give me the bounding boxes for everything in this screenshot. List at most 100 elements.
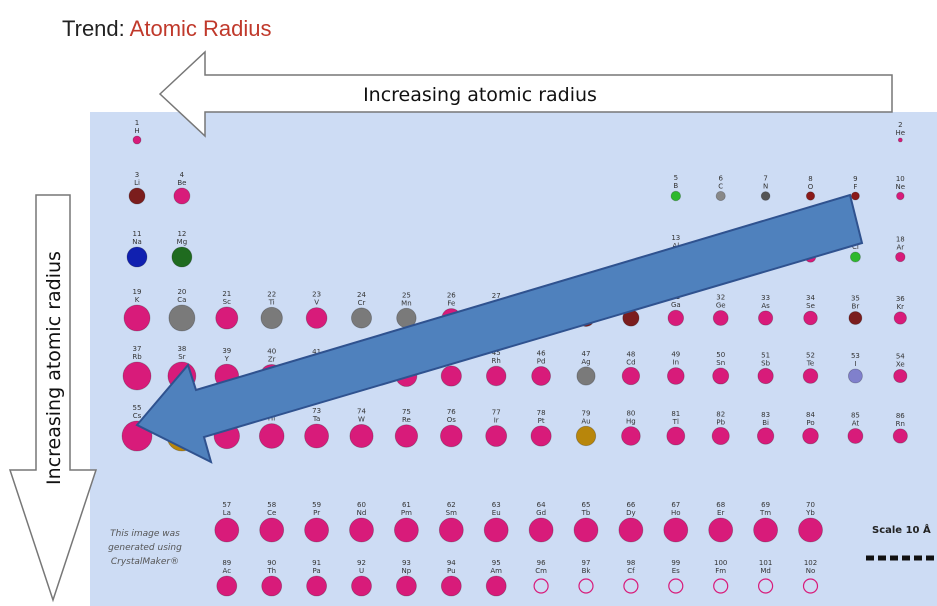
atom-sphere (123, 304, 151, 332)
atom-sphere (306, 575, 328, 597)
atom-sphere (351, 575, 372, 597)
atom-sphere (758, 310, 774, 326)
element-symbol: Ti (268, 298, 275, 306)
element-symbol: Bk (582, 567, 592, 575)
atom-sphere (395, 575, 417, 597)
element-symbol: I (854, 360, 856, 368)
element-symbol: V (314, 299, 319, 307)
element-symbol: La (223, 509, 231, 517)
atom-sphere (666, 367, 685, 385)
element-number: 41 (312, 348, 321, 356)
element-number: 46 (537, 350, 546, 358)
credit-line: This image was (110, 529, 180, 539)
element-number: 11 (133, 230, 142, 238)
element-number: 69 (761, 501, 770, 509)
atom-sphere (576, 366, 596, 386)
atom-sphere (667, 309, 685, 327)
element-symbol: Sc (223, 298, 231, 306)
atom-sphere (486, 365, 507, 387)
element-symbol: Ta (312, 415, 320, 423)
atom-sphere (621, 426, 641, 446)
element-number: 7 (763, 175, 767, 183)
element-symbol: Nd (357, 509, 367, 517)
element-number: 57 (222, 501, 231, 509)
title-prefix: Trend: (62, 16, 130, 41)
element-number: 58 (267, 501, 276, 509)
element-symbol: Sr (178, 353, 185, 361)
element-symbol: Ne (896, 183, 906, 191)
title: Trend: Atomic Radius (62, 16, 272, 41)
atom-sphere (261, 575, 283, 597)
element-symbol: In (673, 359, 680, 367)
element-number: 33 (761, 294, 770, 302)
element-number: 52 (806, 352, 815, 360)
element-number: 74 (357, 407, 366, 415)
element-symbol: C (718, 182, 723, 190)
atom-sphere (440, 424, 463, 448)
atom-sphere (708, 517, 734, 543)
element-symbol: Pa (312, 567, 320, 575)
element-symbol: H (134, 127, 139, 135)
atom-sphere (216, 575, 238, 597)
element-number: 78 (537, 409, 546, 417)
element-number: 80 (626, 410, 635, 418)
atom-sphere (895, 251, 906, 263)
element-symbol: Kr (897, 303, 905, 311)
atom-sphere (670, 190, 682, 202)
atom-sphere (351, 307, 372, 329)
element-symbol: No (806, 567, 816, 575)
element-symbol: O (808, 183, 814, 191)
credit-line: CrystalMaker® (111, 557, 179, 567)
element-symbol: Ag (581, 358, 590, 366)
atom-sphere (802, 578, 819, 594)
atom-sphere (847, 428, 864, 444)
element-symbol: Np (402, 567, 412, 575)
element-number: 96 (537, 559, 546, 567)
atom-sphere (126, 246, 148, 268)
element-symbol: Au (581, 417, 590, 425)
element-number: 95 (492, 559, 501, 567)
element-symbol: Xe (896, 360, 905, 368)
element-number: 12 (177, 230, 186, 238)
element-number: 61 (402, 501, 411, 509)
atom-sphere (533, 578, 549, 594)
atom-sphere (394, 424, 419, 448)
element-symbol: Tm (759, 509, 771, 517)
atom-sphere (485, 425, 508, 447)
element-number: 86 (896, 412, 905, 420)
element-number: 22 (267, 290, 276, 298)
atom-sphere (753, 517, 778, 543)
element-number: 49 (671, 351, 680, 359)
atom-sphere (260, 306, 283, 330)
element-symbol: Cd (626, 358, 635, 366)
element-number: 10 (896, 175, 905, 183)
atom-sphere (893, 311, 907, 325)
element-number: 9 (853, 175, 857, 183)
atom-sphere (483, 517, 509, 543)
element-symbol: Cm (535, 567, 547, 575)
atom-sphere (215, 306, 239, 330)
element-symbol: Dy (626, 509, 636, 517)
atom-sphere (173, 187, 191, 205)
element-number: 62 (447, 501, 456, 509)
element-number: 63 (492, 501, 501, 509)
atom-sphere (668, 578, 684, 594)
element-number: 25 (402, 291, 411, 299)
element-number: 20 (177, 288, 186, 296)
element-number: 70 (806, 501, 815, 509)
atom-sphere (711, 426, 730, 446)
atom-sphere (712, 367, 730, 385)
element-number: 101 (759, 559, 772, 567)
element-number: 27 (492, 292, 501, 300)
atom-sphere (304, 517, 330, 543)
atom-sphere (892, 428, 908, 444)
element-number: 79 (582, 409, 591, 417)
element-symbol: Ge (716, 302, 726, 310)
element-symbol: N (763, 183, 768, 191)
atom-sphere (214, 517, 240, 543)
element-number: 19 (133, 288, 142, 296)
element-number: 100 (714, 559, 727, 567)
atom-sphere (485, 575, 507, 597)
element-number: 6 (718, 174, 723, 182)
atom-sphere (440, 365, 462, 387)
